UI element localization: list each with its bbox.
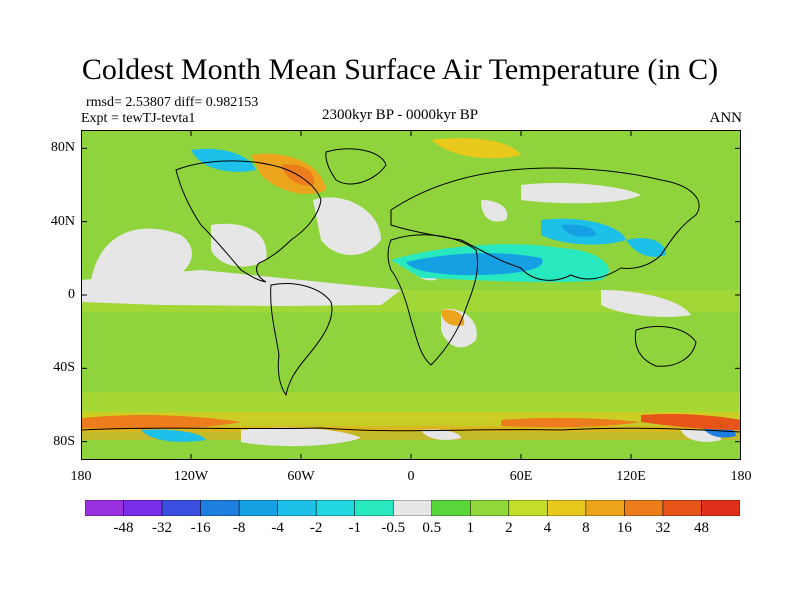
colorbar-label: 8 xyxy=(582,520,590,536)
chart-title: Coldest Month Mean Surface Air Temperatu… xyxy=(81,53,719,86)
longitude-label: 60W xyxy=(287,469,315,484)
colorbar-swatch xyxy=(354,499,394,517)
colorbar-label: -4 xyxy=(271,520,284,536)
colorbar-swatch xyxy=(662,499,702,517)
field-patch xyxy=(521,183,641,204)
coastline-north-america xyxy=(175,160,322,283)
field-patch xyxy=(81,415,241,430)
colorbar-label: 1 xyxy=(466,520,475,536)
colorbar-swatch xyxy=(84,499,124,517)
colorbar-label: 32 xyxy=(655,520,671,536)
field-patch xyxy=(421,429,461,440)
field-patch xyxy=(626,238,666,257)
colorbar-swatch xyxy=(392,499,433,517)
colorbar-label: 0.5 xyxy=(422,520,442,536)
coastline-greenland xyxy=(325,148,387,185)
field-patch xyxy=(641,413,741,430)
field-patch xyxy=(141,429,206,442)
colorbar-label: 16 xyxy=(616,520,632,536)
experiment-label: Expt = tewTJ-tevta1 xyxy=(81,111,196,126)
coastline-africa xyxy=(387,234,479,366)
colorbar xyxy=(84,499,741,521)
colorbar-label: 48 xyxy=(693,520,709,536)
colorbar-swatch xyxy=(431,499,471,517)
field-patch xyxy=(241,427,361,447)
field-patch xyxy=(601,290,691,317)
field-patch xyxy=(191,148,256,172)
colorbar-label: -16 xyxy=(190,520,211,536)
field-patch xyxy=(91,228,192,280)
latitude-label: 40S xyxy=(53,360,75,376)
latitude-label: 80N xyxy=(50,140,75,156)
colorbar-label: -2 xyxy=(309,520,323,536)
temperature-map xyxy=(81,130,741,460)
field-patch xyxy=(561,224,596,237)
colorbar-label: -8 xyxy=(232,520,246,536)
colorbar-label: 4 xyxy=(543,520,552,536)
colorbar-swatch xyxy=(161,499,201,517)
map-frame xyxy=(81,130,741,460)
colorbar-swatch xyxy=(701,499,741,517)
coastline-antarctica xyxy=(81,427,741,433)
colorbar-label: 2 xyxy=(505,520,513,536)
colorbar-label: -0.5 xyxy=(381,520,406,536)
field-patch xyxy=(431,138,521,159)
field-patch xyxy=(481,200,508,222)
coastlines xyxy=(81,148,741,433)
coastline-eurasia xyxy=(390,167,700,281)
field-patch xyxy=(406,253,543,276)
field-patch xyxy=(313,197,381,255)
coastline-australia xyxy=(634,325,697,367)
field-patch xyxy=(211,223,267,267)
period-label: 2300kyr BP - 0000kyr BP xyxy=(321,107,479,123)
colorbar-swatch xyxy=(200,499,240,517)
latitude-label: 0 xyxy=(68,287,75,302)
field-patch xyxy=(441,309,465,326)
longitude-label: 60E xyxy=(509,469,533,484)
season-label: ANN xyxy=(709,110,743,126)
field-patch xyxy=(501,417,641,428)
near-zero-regions xyxy=(81,183,721,447)
colorbar-swatch xyxy=(470,499,510,517)
latitude-label: 40N xyxy=(50,213,75,229)
colorbar-label: -48 xyxy=(113,520,134,536)
longitude-label: 180 xyxy=(730,469,752,484)
colorbar-swatch xyxy=(624,499,664,517)
coastline-south-america xyxy=(270,283,333,397)
colorbar-swatch xyxy=(547,499,587,517)
longitude-label: 0 xyxy=(407,469,415,484)
colorbar-swatch xyxy=(277,499,317,517)
longitude-label: 120W xyxy=(173,469,209,484)
colorbar-swatch xyxy=(315,499,355,517)
colorbar-swatch xyxy=(238,499,278,517)
colorbar-swatch xyxy=(123,499,163,517)
colorbar-label: -32 xyxy=(152,520,173,536)
longitude-label: 180 xyxy=(70,469,92,484)
colorbar-swatch xyxy=(508,499,548,517)
latitude-label: 80S xyxy=(53,433,75,449)
colorbar-label: -1 xyxy=(348,520,361,536)
longitude-label: 120E xyxy=(616,469,646,484)
rmsd-diff-label: rmsd= 2.53807 diff= 0.982153 xyxy=(86,95,259,110)
colorbar-swatch xyxy=(585,499,625,517)
